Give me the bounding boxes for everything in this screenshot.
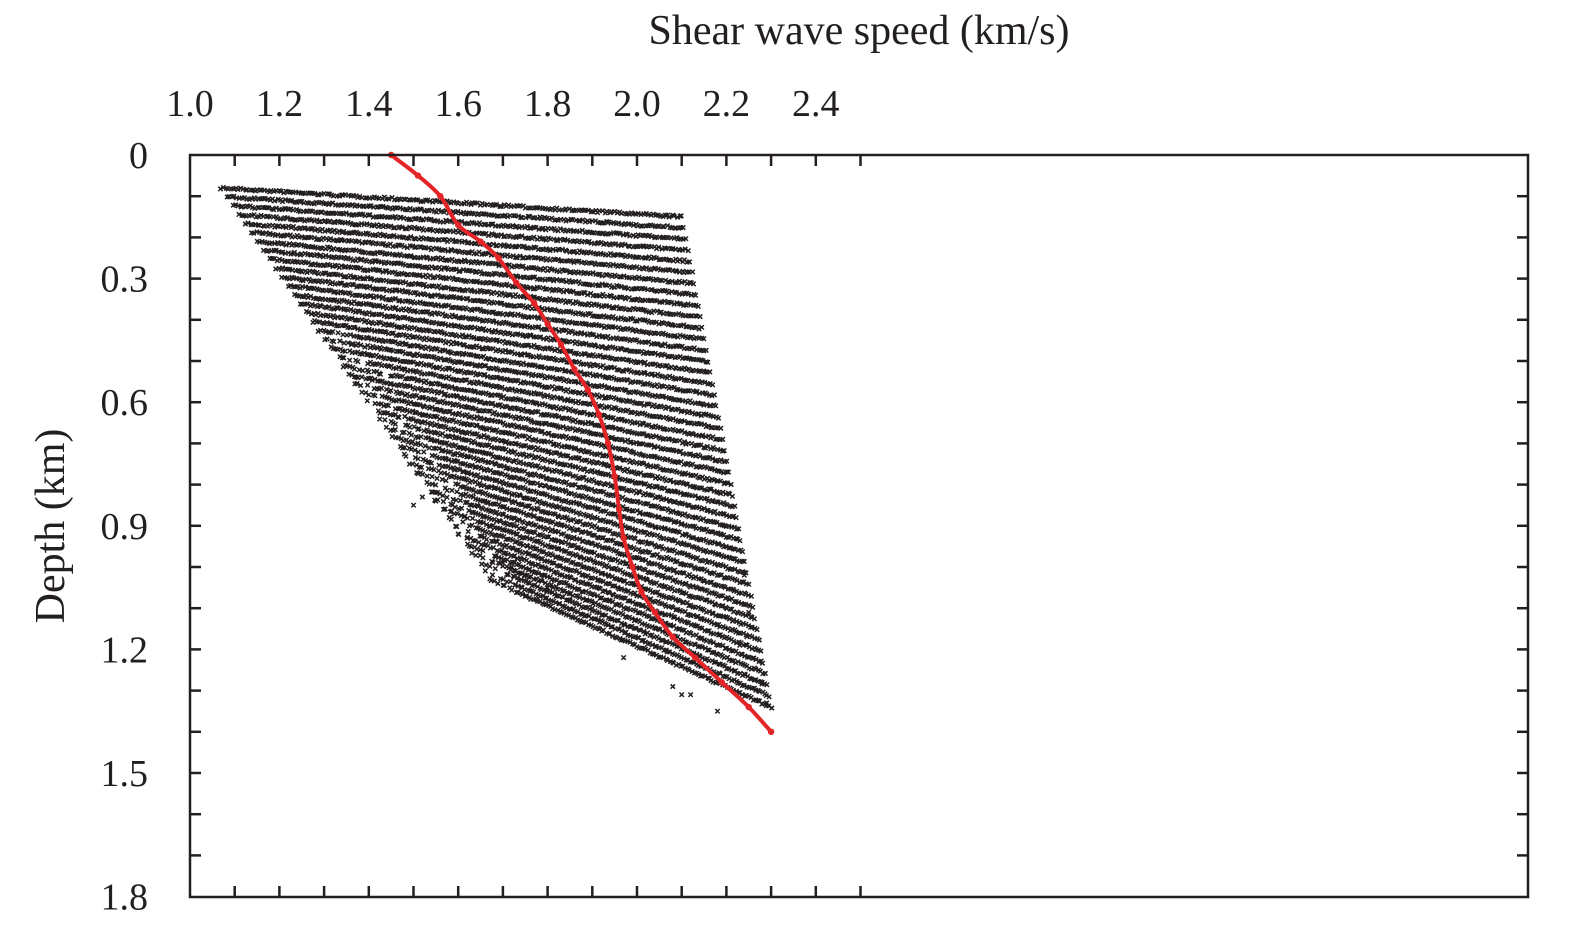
red-line-point bbox=[477, 238, 484, 245]
red-line-point bbox=[651, 609, 659, 616]
x-axis-title: Shear wave speed (km/s) bbox=[648, 8, 1069, 54]
red-line-point bbox=[455, 221, 462, 229]
plot-frame bbox=[188, 153, 1530, 899]
red-line-point bbox=[629, 563, 636, 571]
y-tick-label: 0.9 bbox=[101, 506, 149, 548]
red-line-point bbox=[544, 320, 551, 328]
red-line-point bbox=[745, 703, 752, 711]
red-line-point bbox=[767, 728, 775, 735]
axis-ticks bbox=[190, 155, 1528, 897]
red-line-point bbox=[604, 440, 612, 447]
red-line-point bbox=[437, 193, 444, 200]
x-tick-label: 2.4 bbox=[792, 83, 840, 125]
y-tick-label: 0 bbox=[129, 135, 148, 177]
scatter-points bbox=[217, 184, 775, 714]
y-tick-label: 1.2 bbox=[101, 629, 149, 671]
x-tick-label: 1.2 bbox=[256, 83, 304, 125]
red-line-point bbox=[611, 473, 618, 480]
x-tick-label: 1.8 bbox=[524, 83, 572, 125]
red-line-point bbox=[620, 534, 627, 542]
tick-labels: 1.0 1.2 1.4 1.6 1.8 2.0 2.2 2.4 0 0.3 0.6 0.9 1.2 1.5… bbox=[101, 83, 840, 919]
x-tick-label: 2.0 bbox=[613, 83, 661, 125]
red-line-point bbox=[638, 588, 645, 595]
red-line-point bbox=[691, 654, 699, 661]
fitted-velocity-profile bbox=[387, 151, 775, 735]
red-line-point bbox=[495, 254, 502, 262]
x-tick-label: 1.6 bbox=[434, 83, 482, 125]
red-line-point bbox=[530, 300, 538, 307]
red-line-point bbox=[584, 386, 592, 394]
red-line-point bbox=[557, 341, 565, 348]
red-line-point bbox=[615, 506, 623, 513]
y-axis-title: Depth (km) bbox=[28, 429, 74, 624]
y-tick-label: 1.5 bbox=[101, 753, 149, 795]
y-tick-label: 0.3 bbox=[101, 259, 149, 301]
red-line-point bbox=[414, 172, 422, 179]
red-line-point bbox=[571, 366, 578, 373]
y-tick-label: 1.8 bbox=[101, 877, 149, 919]
red-line-point bbox=[718, 679, 726, 686]
red-line-point bbox=[513, 279, 520, 286]
y-tick-label: 0.6 bbox=[101, 382, 149, 424]
red-line-point bbox=[669, 633, 676, 641]
scatter-markers bbox=[217, 184, 775, 714]
x-tick-label: 1.0 bbox=[166, 83, 214, 125]
x-tick-label: 2.2 bbox=[703, 83, 751, 125]
red-line-point bbox=[595, 411, 603, 418]
x-tick-label: 1.4 bbox=[345, 83, 393, 125]
